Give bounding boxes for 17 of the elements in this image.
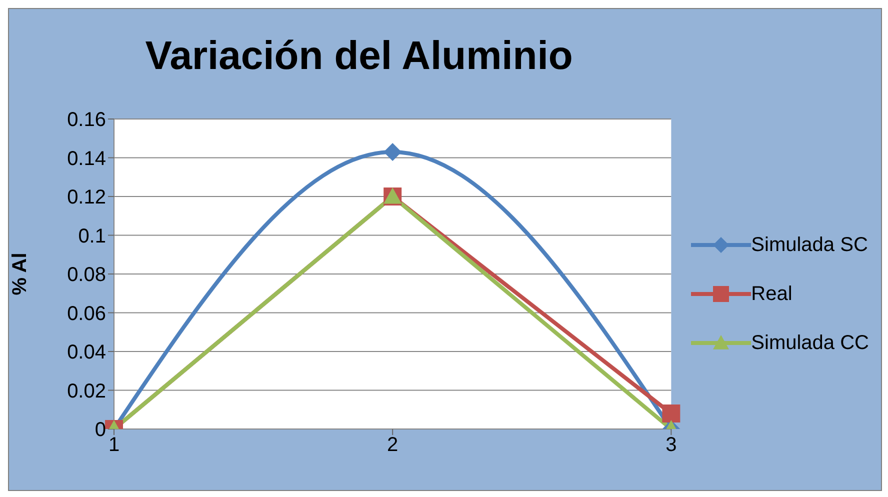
x-tick-label: 3 bbox=[666, 434, 677, 456]
y-tick-label: 0.1 bbox=[78, 225, 106, 248]
legend-label: Real bbox=[751, 282, 792, 306]
y-tick-label: 0.16 bbox=[67, 109, 106, 132]
y-axis-title: % Al bbox=[9, 252, 32, 296]
y-tick-label: 0.02 bbox=[67, 380, 106, 402]
y-tick-label: 0.12 bbox=[67, 186, 106, 209]
chart-title: Variación del Aluminio bbox=[144, 34, 574, 79]
x-tick-label: 2 bbox=[387, 434, 398, 456]
y-tick-label: 0.08 bbox=[67, 264, 106, 286]
legend-label: Simulada SC bbox=[751, 234, 868, 256]
y-tick-label: 0.06 bbox=[67, 302, 106, 325]
x-tick-label: 1 bbox=[108, 434, 120, 456]
legend-label: Simulada CC bbox=[751, 332, 869, 354]
y-tick-label: 0.04 bbox=[67, 342, 106, 364]
y-tick-label: 0 bbox=[94, 419, 106, 442]
y-tick-label: 0.14 bbox=[67, 148, 106, 170]
